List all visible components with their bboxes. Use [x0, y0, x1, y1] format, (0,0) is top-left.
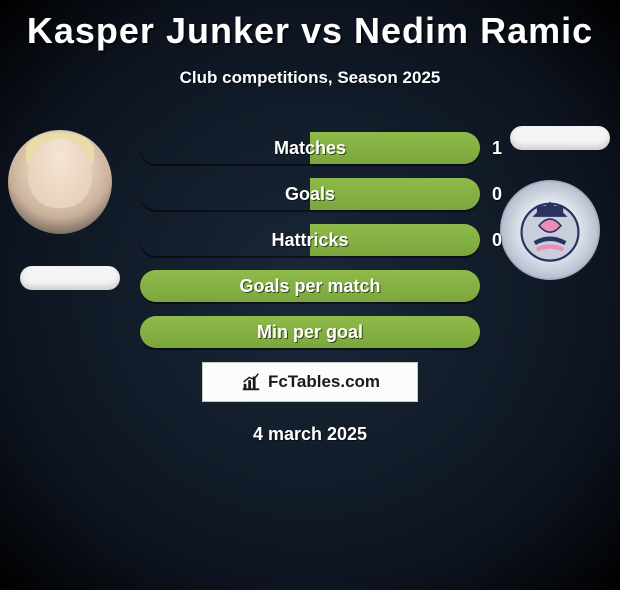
stat-label: Goals: [140, 178, 480, 210]
page-title: Kasper Junker vs Nedim Ramic: [0, 10, 620, 52]
page-subtitle: Club competitions, Season 2025: [0, 68, 620, 88]
player-left-avatar: [8, 130, 112, 234]
player-left-club-oval: [20, 266, 120, 290]
bar-chart-icon: [240, 371, 262, 393]
player-right-club-badge: [500, 180, 600, 280]
stat-label: Matches: [140, 132, 480, 164]
stat-label: Hattricks: [140, 224, 480, 256]
stat-right-value: 1: [492, 132, 502, 164]
player-right-club-oval: [510, 126, 610, 150]
avatar-hair: [26, 132, 94, 168]
source-logo[interactable]: FcTables.com: [202, 362, 418, 402]
stat-right-value: 0: [492, 178, 502, 210]
club-crest-icon: [515, 195, 585, 265]
stat-bar-goals-per-match: Goals per match: [140, 270, 480, 302]
comparison-area: Matches 1 Goals 0 Hattricks 0 Goals per …: [0, 132, 620, 445]
update-date: 4 march 2025: [0, 424, 620, 445]
stat-bar-goals: Goals 0: [140, 178, 480, 210]
stat-bars: Matches 1 Goals 0 Hattricks 0 Goals per …: [140, 132, 480, 348]
stat-right-value: 0: [492, 224, 502, 256]
stat-label: Goals per match: [140, 270, 480, 302]
stat-bar-matches: Matches 1: [140, 132, 480, 164]
stat-label: Min per goal: [140, 316, 480, 348]
source-logo-text: FcTables.com: [268, 372, 380, 392]
stat-bar-hattricks: Hattricks 0: [140, 224, 480, 256]
stat-bar-min-per-goal: Min per goal: [140, 316, 480, 348]
